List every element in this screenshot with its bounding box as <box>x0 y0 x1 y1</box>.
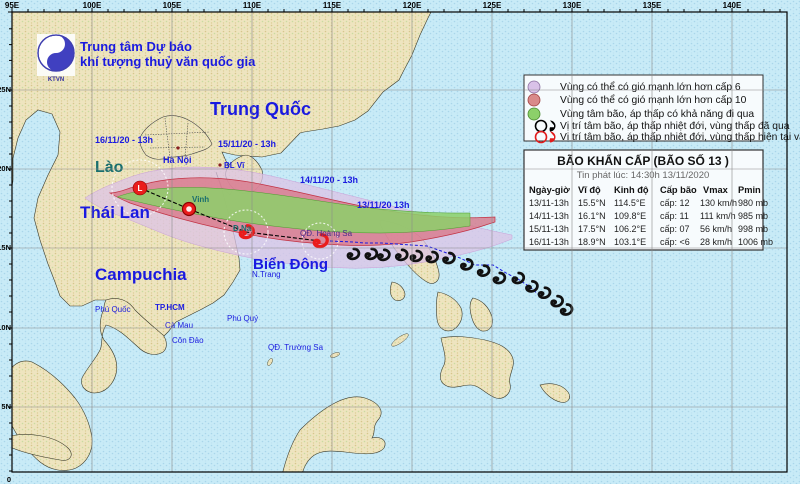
svg-text:Ngày-giờ: Ngày-giờ <box>529 185 570 195</box>
svg-text:135E: 135E <box>643 1 662 10</box>
svg-text:Cấp bão: Cấp bão <box>660 185 697 195</box>
svg-text:16/11-13h: 16/11-13h <box>529 237 569 247</box>
svg-text:Vĩ độ: Vĩ độ <box>578 185 601 195</box>
svg-text:28 km/h: 28 km/h <box>700 237 732 247</box>
svg-text:109.8°E: 109.8°E <box>614 211 646 221</box>
svg-text:BL Vĩ: BL Vĩ <box>224 161 245 170</box>
svg-text:QĐ. Trường Sa: QĐ. Trường Sa <box>268 343 324 352</box>
svg-text:Vinh: Vinh <box>192 195 209 204</box>
svg-text:20N: 20N <box>0 164 11 173</box>
svg-text:14/11-13h: 14/11-13h <box>529 211 569 221</box>
svg-text:Vmax: Vmax <box>703 185 729 195</box>
svg-text:13/11/20 13h: 13/11/20 13h <box>357 200 410 210</box>
svg-text:15N: 15N <box>0 243 11 252</box>
svg-text:18.9°N: 18.9°N <box>578 237 606 247</box>
svg-text:15/11/20 - 13h: 15/11/20 - 13h <box>218 139 276 149</box>
svg-text:Tin phát lúc: 14:30h 13/11/202: Tin phát lúc: 14:30h 13/11/2020 <box>577 170 710 181</box>
svg-text:140E: 140E <box>723 1 742 10</box>
svg-text:114.5°E: 114.5°E <box>614 198 645 208</box>
svg-text:14/11/20 - 13h: 14/11/20 - 13h <box>300 175 358 185</box>
svg-text:10N: 10N <box>0 323 11 332</box>
svg-text:QĐ. Hoàng Sa: QĐ. Hoàng Sa <box>300 229 353 238</box>
svg-text:115E: 115E <box>323 1 342 10</box>
svg-text:Vùng có thể có gió mạnh lớn hơ: Vùng có thể có gió mạnh lớn hơn cấp 6 <box>560 81 741 93</box>
svg-text:Vị trí tâm bão, áp thấp nhiệt: Vị trí tâm bão, áp thấp nhiệt đới, vùng … <box>560 120 790 132</box>
svg-text:16.1°N: 16.1°N <box>578 211 606 221</box>
svg-text:khí tượng thuỷ văn quốc gia: khí tượng thuỷ văn quốc gia <box>80 54 256 69</box>
svg-text:cấp: 12: cấp: 12 <box>660 198 690 208</box>
svg-text:15/11-13h: 15/11-13h <box>529 224 569 234</box>
svg-text:125E: 125E <box>483 1 502 10</box>
svg-text:Cà Mau: Cà Mau <box>165 321 193 330</box>
svg-text:16/11/20 - 13h: 16/11/20 - 13h <box>95 135 153 145</box>
svg-text:130 km/h: 130 km/h <box>700 198 737 208</box>
svg-text:Vùng tâm bão, áp thấp có khả n: Vùng tâm bão, áp thấp có khả năng đi qua <box>560 108 754 120</box>
svg-text:111 km/h: 111 km/h <box>700 211 736 221</box>
svg-text:25N: 25N <box>0 85 11 94</box>
svg-text:Lào: Lào <box>95 159 124 176</box>
svg-text:Pmin: Pmin <box>738 185 761 195</box>
svg-text:Trung tâm Dự báo: Trung tâm Dự báo <box>80 39 192 54</box>
svg-text:105E: 105E <box>163 1 182 10</box>
svg-text:cấp: 07: cấp: 07 <box>660 224 690 234</box>
svg-text:0: 0 <box>7 475 11 484</box>
svg-text:Vùng có thể có gió mạnh lớn hơ: Vùng có thể có gió mạnh lớn hơn cấp 10 <box>560 94 747 106</box>
svg-text:Trung Quốc: Trung Quốc <box>210 99 311 119</box>
svg-text:980 mb: 980 mb <box>738 198 768 208</box>
svg-text:100E: 100E <box>83 1 102 10</box>
svg-text:Phú Quốc: Phú Quốc <box>95 305 131 314</box>
svg-text:985 mb: 985 mb <box>738 211 768 221</box>
svg-text:95E: 95E <box>5 1 20 10</box>
svg-text:103.1°E: 103.1°E <box>614 237 646 247</box>
svg-text:Campuchia: Campuchia <box>95 265 187 284</box>
svg-text:5N: 5N <box>1 402 11 411</box>
svg-text:Côn Đảo: Côn Đảo <box>172 336 204 345</box>
svg-text:cấp: 11: cấp: 11 <box>660 211 689 221</box>
svg-text:KTVN: KTVN <box>48 77 64 83</box>
svg-text:Đ.Na: Đ.Na <box>233 224 252 233</box>
svg-text:Kinh độ: Kinh độ <box>614 185 649 195</box>
svg-text:Hà Nội: Hà Nội <box>163 155 192 165</box>
svg-text:106.2°E: 106.2°E <box>614 224 646 234</box>
svg-text:130E: 130E <box>563 1 582 10</box>
svg-text:1006 mb: 1006 mb <box>738 237 773 247</box>
svg-text:cấp: <6: cấp: <6 <box>660 237 690 247</box>
svg-text:L: L <box>138 184 143 193</box>
svg-text:56 km/h: 56 km/h <box>700 224 732 234</box>
svg-text:Thái Lan: Thái Lan <box>80 203 150 222</box>
svg-text:998 mb: 998 mb <box>738 224 768 234</box>
svg-text:Phú Quý: Phú Quý <box>227 314 258 323</box>
svg-text:TP.HCM: TP.HCM <box>155 303 185 312</box>
svg-text:17.5°N: 17.5°N <box>578 224 606 234</box>
svg-text:13/11-13h: 13/11-13h <box>529 198 569 208</box>
svg-text:120E: 120E <box>403 1 422 10</box>
svg-text:BÃO KHẨN CẤP (BÃO SỐ 13 ): BÃO KHẨN CẤP (BÃO SỐ 13 ) <box>557 153 729 168</box>
svg-text:N.Trang: N.Trang <box>252 270 281 279</box>
svg-text:110E: 110E <box>243 1 262 10</box>
svg-text:15.5°N: 15.5°N <box>578 198 606 208</box>
svg-text:Vị trí tâm bão, áp thấp nhiệt: Vị trí tâm bão, áp thấp nhiệt đới, vùng … <box>560 131 800 143</box>
